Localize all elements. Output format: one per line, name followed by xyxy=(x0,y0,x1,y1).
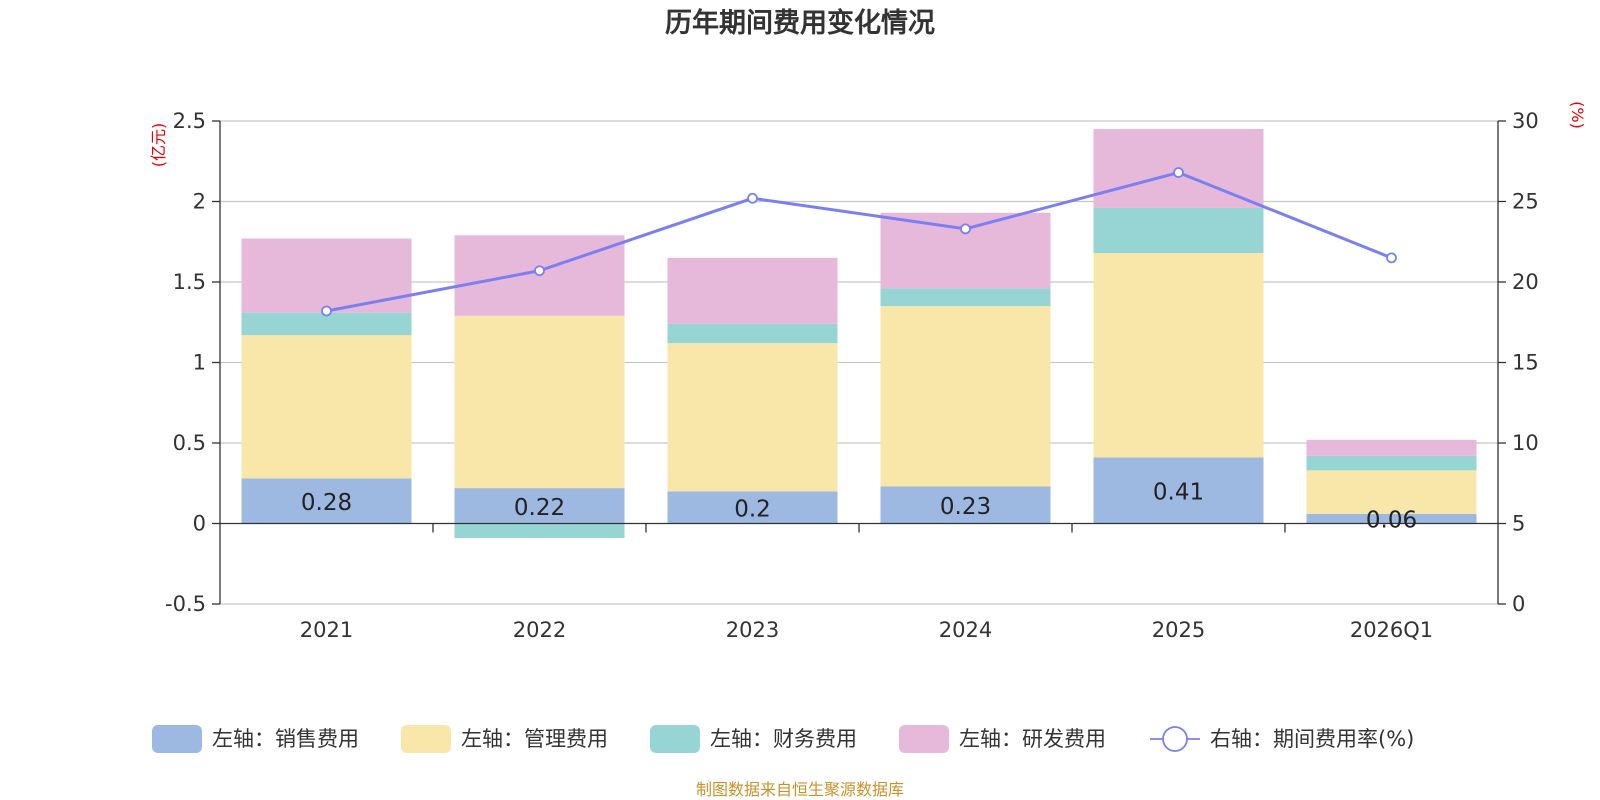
bar-segment xyxy=(667,491,838,524)
rate-line-group xyxy=(321,167,1397,317)
category-label: 2026Q1 xyxy=(1350,618,1433,642)
bar-value-label: 0.23 xyxy=(940,494,991,520)
bar-segment xyxy=(241,478,412,524)
bar-segment xyxy=(667,257,838,324)
bar-segment xyxy=(1093,457,1264,524)
bar-segment xyxy=(880,486,1051,524)
bar-segment xyxy=(454,523,625,538)
legend-label: 左轴：销售费用 xyxy=(212,727,359,751)
right-tick-label: 30 xyxy=(1512,109,1539,133)
bar-segment xyxy=(1306,455,1477,471)
bar-segment xyxy=(1306,439,1477,456)
chart-title: 历年期间费用变化情况 xyxy=(665,7,935,39)
rate-point xyxy=(960,223,971,235)
gridlines xyxy=(220,120,1498,605)
legend-swatch xyxy=(899,725,949,753)
right-axis-unit: (%) xyxy=(1568,101,1587,129)
legend-swatch xyxy=(650,725,700,753)
bar-segment xyxy=(667,343,838,492)
bar-segment xyxy=(1306,513,1477,524)
legend-label: 右轴：期间费用率(%) xyxy=(1210,727,1414,751)
left-tick-label: 1 xyxy=(193,351,206,375)
bar-labels: 0.28 0.22 0.2 0.23 0.41 0.06 xyxy=(301,479,1417,533)
left-tick-label: 2 xyxy=(193,190,206,214)
bar-segment xyxy=(241,238,412,313)
rate-point xyxy=(534,265,545,277)
category-label: 2024 xyxy=(939,618,992,642)
bars-group xyxy=(241,129,1477,538)
right-tick-label: 0 xyxy=(1512,592,1525,616)
rate-point xyxy=(747,192,758,204)
left-tick-label: -0.5 xyxy=(165,592,206,616)
category-label: 2025 xyxy=(1152,618,1205,642)
right-tick-label: 10 xyxy=(1512,431,1539,455)
right-tick-label: 15 xyxy=(1512,351,1539,375)
legend-label: 左轴：研发费用 xyxy=(959,727,1106,751)
bar-value-label: 0.06 xyxy=(1366,508,1417,534)
left-tick-label: 0.5 xyxy=(173,431,206,455)
source-note: 制图数据来自恒生聚源数据库 xyxy=(696,780,904,799)
bar-segment xyxy=(880,306,1051,487)
category-label: 2022 xyxy=(513,618,566,642)
rate-line xyxy=(326,170,1393,313)
right-tick-label: 5 xyxy=(1512,512,1525,536)
bar-segment xyxy=(454,488,625,524)
bar-segment xyxy=(241,335,412,479)
rate-point xyxy=(321,305,332,317)
rate-point xyxy=(1386,252,1397,264)
legend-label: 左轴：财务费用 xyxy=(710,727,857,751)
bar-segment xyxy=(1093,253,1264,458)
legend-swatch xyxy=(152,725,202,753)
legend-label: 左轴：管理费用 xyxy=(461,727,608,751)
bar-segment xyxy=(880,288,1051,307)
bar-segment xyxy=(667,323,838,344)
rate-point xyxy=(1173,167,1184,178)
left-tick-label: 1.5 xyxy=(173,270,206,294)
legend-line-marker xyxy=(1162,726,1188,752)
bar-segment xyxy=(1093,207,1264,254)
bar-segment xyxy=(1306,470,1477,514)
bar-value-label: 0.22 xyxy=(514,495,565,521)
left-tick-label: 2.5 xyxy=(173,109,206,133)
category-label: 2023 xyxy=(726,618,779,642)
left-tick-label: 0 xyxy=(193,512,206,536)
bar-value-label: 0.41 xyxy=(1153,479,1204,505)
bar-segment xyxy=(241,312,412,336)
right-tick-label: 20 xyxy=(1512,270,1539,294)
category-label: 2021 xyxy=(300,618,353,642)
right-tick-label: 25 xyxy=(1512,190,1539,214)
bar-segment xyxy=(454,315,625,489)
legend-swatch xyxy=(401,725,451,753)
bar-value-label: 0.28 xyxy=(301,490,352,516)
legend: 左轴：销售费用 左轴：管理费用 左轴：财务费用 左轴：研发费用 右轴：期间费用率(%) xyxy=(152,725,1414,753)
left-axis-unit: (亿元) xyxy=(149,123,168,168)
bar-value-label: 0.2 xyxy=(734,496,771,522)
